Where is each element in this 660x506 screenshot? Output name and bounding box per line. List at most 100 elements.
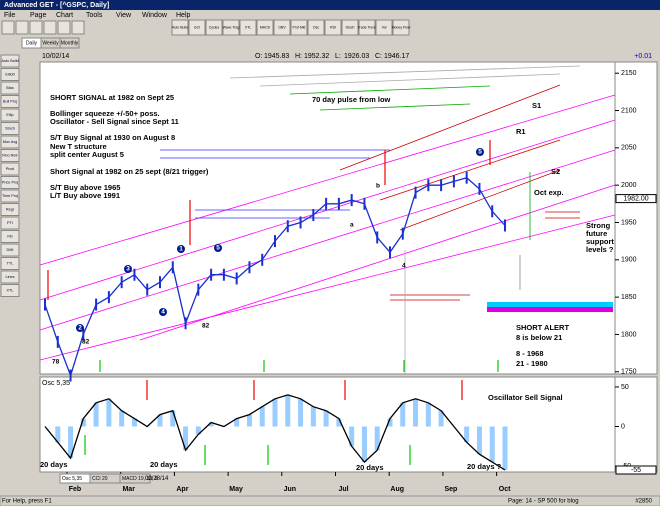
toolbar-label[interactable]: GCI (194, 25, 200, 29)
osc-annotation: 20 days (356, 463, 384, 472)
toolbar-button[interactable] (222, 19, 240, 36)
left-tool[interactable] (0, 95, 20, 108)
bottom-tab-label[interactable]: CCI 20 (92, 476, 108, 482)
toolbar-label[interactable]: Prof Mkt (292, 25, 305, 29)
toolbar-button[interactable] (324, 19, 342, 36)
bottom-tab[interactable] (119, 473, 151, 484)
left-tool-label[interactable]: PTI (7, 221, 13, 225)
toolbar-label[interactable]: Vol (382, 25, 387, 29)
menu-item[interactable]: Window (142, 12, 168, 19)
wave-label: 4 (402, 263, 406, 270)
left-tool-label[interactable]: XTL (7, 289, 14, 293)
toolbar-button[interactable] (341, 19, 359, 36)
menu-item[interactable]: View (116, 12, 132, 19)
menu-item[interactable]: Page (30, 12, 46, 19)
left-tool-label[interactable]: Time Proj (2, 194, 18, 198)
left-tool[interactable] (0, 54, 20, 68)
toolbar-label[interactable]: Osc (313, 25, 319, 29)
left-tool-label[interactable]: Ellip (6, 113, 13, 117)
toolbar-button[interactable] (188, 19, 206, 36)
left-tool-label[interactable]: Lines (5, 275, 14, 279)
toolbar-button[interactable] (273, 19, 291, 36)
left-tool[interactable] (0, 135, 20, 149)
left-tool[interactable] (0, 216, 20, 230)
toolbar-button[interactable] (307, 19, 325, 36)
toolbar-button[interactable] (290, 19, 308, 36)
left-tool[interactable] (0, 81, 20, 95)
toolbar-button[interactable] (375, 19, 393, 36)
month-label: Jun (284, 486, 296, 493)
toolbar-icon[interactable] (71, 20, 85, 35)
left-tool[interactable] (0, 243, 20, 257)
toolbar-button[interactable] (358, 19, 376, 36)
bottom-tab-label[interactable]: Osc 5,35 (62, 476, 82, 482)
menu-item[interactable]: File (4, 12, 15, 19)
y-tick-label: 1900 (621, 257, 637, 264)
left-tool-label[interactable]: Regr (6, 208, 15, 212)
left-tool-label[interactable]: DMI (7, 248, 14, 252)
toolbar-icon[interactable] (43, 20, 57, 35)
toolbar-label[interactable]: Cycles (209, 25, 220, 29)
annotation: 8 is below 21 (516, 333, 562, 342)
toolbar-icon[interactable] (1, 20, 15, 35)
toolbar-label[interactable]: RSI (330, 25, 336, 29)
ohlc-value: 1945.83 (264, 53, 289, 60)
toolbar-label[interactable]: Stoch (346, 25, 355, 29)
left-tool[interactable] (0, 203, 20, 216)
left-tool[interactable] (0, 189, 20, 203)
toolbar-label[interactable]: Money Flow (392, 25, 411, 29)
left-tool[interactable] (0, 149, 20, 162)
tab[interactable] (59, 37, 80, 49)
left-tool[interactable] (0, 270, 20, 284)
left-tool-label[interactable]: Mov Avg (3, 140, 18, 144)
left-tool-label[interactable]: Bias (6, 86, 13, 90)
menu-item[interactable]: Chart (56, 12, 73, 19)
annotation: S2 (551, 167, 560, 176)
left-tool-label[interactable]: Fibo Retr (2, 154, 18, 158)
tab-label[interactable]: Monthly (61, 40, 79, 46)
toolbar-button[interactable] (205, 19, 223, 36)
left-tool-label[interactable]: Stoch (5, 127, 15, 131)
toolbar-icon[interactable] (57, 20, 71, 35)
left-tool-label[interactable]: TTL (7, 262, 14, 266)
month-label: Sep (444, 486, 457, 493)
osc-tick-label: 50 (621, 384, 629, 391)
left-tool-label[interactable]: Fib (7, 235, 12, 239)
annotation: levels ? (586, 245, 614, 254)
left-tool-label[interactable]: Price Proj (2, 181, 19, 185)
left-tool-label[interactable]: Pivot (6, 167, 15, 171)
toolbar-icon[interactable] (29, 20, 43, 35)
toolbar-button[interactable] (171, 19, 189, 36)
left-tool[interactable] (0, 176, 20, 189)
toolbar-label[interactable]: OBV (278, 25, 286, 29)
annotation: S1 (532, 101, 541, 110)
left-tool[interactable] (0, 108, 20, 122)
y-tick-label: 2000 (621, 182, 637, 189)
left-tool[interactable] (0, 230, 20, 243)
toolbar-icon[interactable] (15, 20, 29, 35)
toolbar-label[interactable]: XTL (245, 25, 251, 29)
bottom-tab-label[interactable]: MACD 19, 39, 9 (122, 476, 158, 482)
left-tool-label[interactable]: Elliott (5, 73, 15, 77)
menu-item[interactable]: Tools (86, 12, 103, 19)
left-tool[interactable] (0, 68, 20, 81)
toolbar-label[interactable]: Trade Trend (358, 25, 377, 29)
menu-item[interactable]: Help (176, 12, 191, 19)
wave-label: a (350, 222, 354, 229)
left-tool[interactable] (0, 162, 20, 176)
toolbar-button[interactable] (392, 19, 410, 36)
toolbar-label[interactable]: MACD (260, 25, 271, 29)
tab-label[interactable]: Daily (26, 40, 38, 46)
tab-label[interactable]: Weekly (42, 40, 59, 46)
wave-circle (159, 308, 167, 316)
left-tool[interactable] (0, 284, 20, 297)
toolbar-label[interactable]: Auto Build (172, 25, 188, 29)
toolbar-label[interactable]: Wave Trag (223, 25, 240, 29)
wave-circle (177, 245, 185, 253)
toolbar-button[interactable] (256, 19, 274, 36)
left-tool-label[interactable]: Bull Proj (3, 100, 17, 104)
toolbar-button[interactable] (239, 19, 257, 36)
left-tool[interactable] (0, 257, 20, 270)
left-tool[interactable] (0, 122, 20, 135)
left-tool-label[interactable]: Auto Build (1, 59, 18, 63)
